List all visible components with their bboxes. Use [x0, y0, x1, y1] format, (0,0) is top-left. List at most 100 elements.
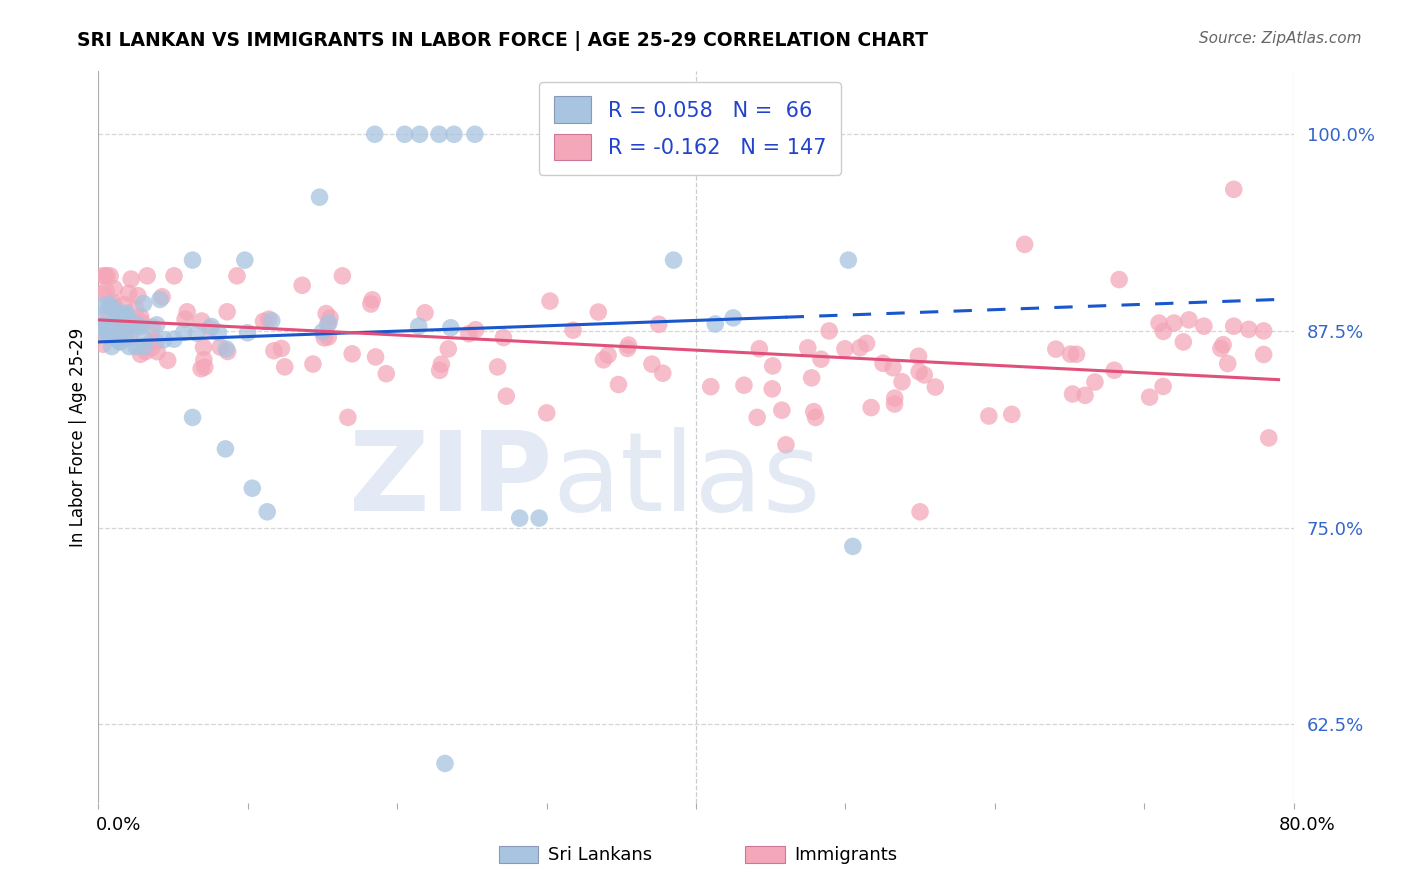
Point: [129, 347, 152, 361]
Point: [120, 272, 142, 286]
Point: [200, 319, 222, 334]
Point: [408, 128, 430, 142]
Point: [173, 326, 195, 340]
Point: [1139, 390, 1161, 404]
Point: [125, 340, 148, 354]
Point: [91, 337, 114, 351]
Point: [94, 307, 117, 321]
Point: [457, 326, 479, 341]
Point: [302, 357, 325, 371]
Point: [226, 268, 249, 283]
Point: [141, 341, 163, 355]
Point: [91, 324, 114, 338]
Point: [112, 297, 135, 311]
Point: [103, 295, 125, 310]
Point: [214, 442, 236, 456]
Point: [588, 305, 610, 319]
Point: [142, 320, 165, 334]
Text: 80.0%: 80.0%: [1279, 816, 1336, 834]
Point: [748, 342, 770, 356]
Point: [108, 334, 131, 349]
Point: [120, 323, 142, 337]
Point: [94, 268, 117, 283]
Point: [1062, 387, 1084, 401]
Point: [842, 540, 865, 554]
Point: [308, 190, 330, 204]
Point: [263, 343, 285, 358]
Point: [860, 401, 883, 415]
Point: [318, 316, 340, 330]
Point: [1104, 363, 1126, 377]
Point: [704, 317, 727, 331]
Point: [153, 333, 176, 347]
Point: [977, 409, 1000, 423]
Point: [98, 268, 121, 283]
Point: [274, 359, 297, 374]
Point: [1074, 388, 1097, 402]
Point: [107, 332, 129, 346]
Point: [924, 380, 946, 394]
Point: [651, 366, 673, 380]
Point: [186, 326, 208, 341]
Point: [361, 293, 384, 307]
Point: [882, 360, 904, 375]
Point: [136, 268, 159, 283]
Point: [101, 301, 124, 315]
Point: [834, 342, 856, 356]
Point: [1173, 334, 1195, 349]
Point: [193, 340, 215, 354]
Point: [198, 321, 221, 335]
Point: [149, 293, 172, 307]
Point: [108, 316, 131, 330]
Point: [121, 315, 143, 329]
Point: [98, 310, 121, 324]
Point: [1163, 316, 1185, 330]
Point: [120, 331, 142, 345]
Point: [1209, 342, 1232, 356]
Point: [105, 304, 128, 318]
Text: Source: ZipAtlas.com: Source: ZipAtlas.com: [1198, 31, 1361, 46]
Point: [125, 318, 148, 332]
Point: [146, 344, 169, 359]
Point: [443, 128, 465, 142]
Point: [464, 323, 486, 337]
Point: [194, 360, 217, 375]
Point: [330, 268, 353, 283]
Point: [98, 328, 121, 343]
Point: [538, 294, 561, 309]
Point: [176, 305, 198, 319]
Point: [891, 375, 914, 389]
Y-axis label: In Labor Force | Age 25-29: In Labor Force | Age 25-29: [69, 327, 87, 547]
Point: [134, 340, 156, 354]
Point: [797, 341, 820, 355]
Point: [181, 410, 204, 425]
Point: [107, 318, 129, 333]
Text: 0.0%: 0.0%: [96, 816, 141, 834]
Point: [427, 128, 450, 142]
Point: [1152, 379, 1174, 393]
Point: [270, 342, 292, 356]
Point: [118, 340, 141, 354]
Point: [91, 322, 114, 336]
Point: [803, 404, 825, 418]
Point: [217, 344, 239, 359]
Point: [209, 340, 232, 354]
Point: [437, 342, 460, 356]
Point: [662, 253, 685, 268]
Point: [314, 331, 336, 345]
Point: [319, 310, 342, 325]
Point: [117, 286, 139, 301]
Point: [150, 290, 173, 304]
Point: [104, 331, 127, 345]
Point: [1257, 431, 1279, 445]
Point: [135, 344, 157, 359]
Point: [804, 410, 827, 425]
Point: [486, 359, 509, 374]
Point: [108, 334, 131, 349]
Point: [114, 328, 136, 343]
Point: [492, 330, 515, 344]
Point: [810, 352, 832, 367]
Point: [311, 325, 333, 339]
Point: [291, 278, 314, 293]
Point: [117, 314, 139, 328]
